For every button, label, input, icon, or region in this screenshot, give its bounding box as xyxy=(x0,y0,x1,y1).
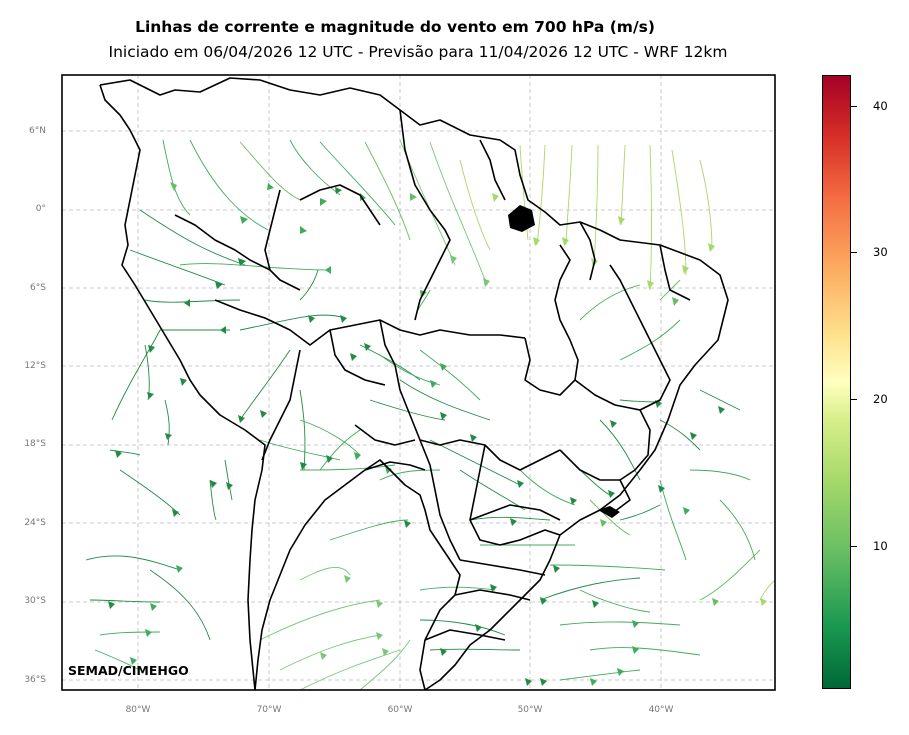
coastal-bay xyxy=(598,506,620,518)
colorbar-label-40: 40 xyxy=(873,99,888,113)
lon-label: 70°W xyxy=(256,705,282,715)
lat-label: 24°S xyxy=(24,518,46,528)
lon-label: 50°W xyxy=(517,705,543,715)
map-background xyxy=(62,75,775,690)
gridlines xyxy=(62,75,775,690)
lat-label: 36°S xyxy=(24,675,46,685)
colorbar-gradient xyxy=(823,76,850,688)
map-frame xyxy=(61,74,776,691)
lon-label: 40°W xyxy=(648,705,674,715)
chart-title: Linhas de corrente e magnitude do vento … xyxy=(135,18,655,36)
lat-label: 18°S xyxy=(24,439,46,449)
colorbar-tick xyxy=(851,546,857,547)
lat-label: 0° xyxy=(35,204,46,214)
credit-label: SEMAD/CIMEHGO xyxy=(68,663,189,678)
lat-label: 6°S xyxy=(30,283,46,293)
lon-label: 80°W xyxy=(125,705,151,715)
streamlines xyxy=(85,139,775,690)
colorbar-tick xyxy=(851,252,857,253)
streamline-arrows xyxy=(108,182,767,686)
colorbar-tick xyxy=(851,106,857,107)
lat-label: 6°N xyxy=(29,126,46,136)
colorbar-label-30: 30 xyxy=(873,245,888,259)
lat-label: 30°S xyxy=(24,596,46,606)
lon-label: 60°W xyxy=(387,705,413,715)
colorbar xyxy=(822,75,851,689)
lat-label: 12°S xyxy=(24,361,46,371)
colorbar-label-20: 20 xyxy=(873,392,888,406)
coastline-borders xyxy=(99,77,729,690)
island-cluster xyxy=(508,205,535,232)
chart-subtitle: Iniciado em 06/04/2026 12 UTC - Previsão… xyxy=(108,43,728,61)
colorbar-tick xyxy=(851,399,857,400)
colorbar-label-10: 10 xyxy=(873,539,888,553)
